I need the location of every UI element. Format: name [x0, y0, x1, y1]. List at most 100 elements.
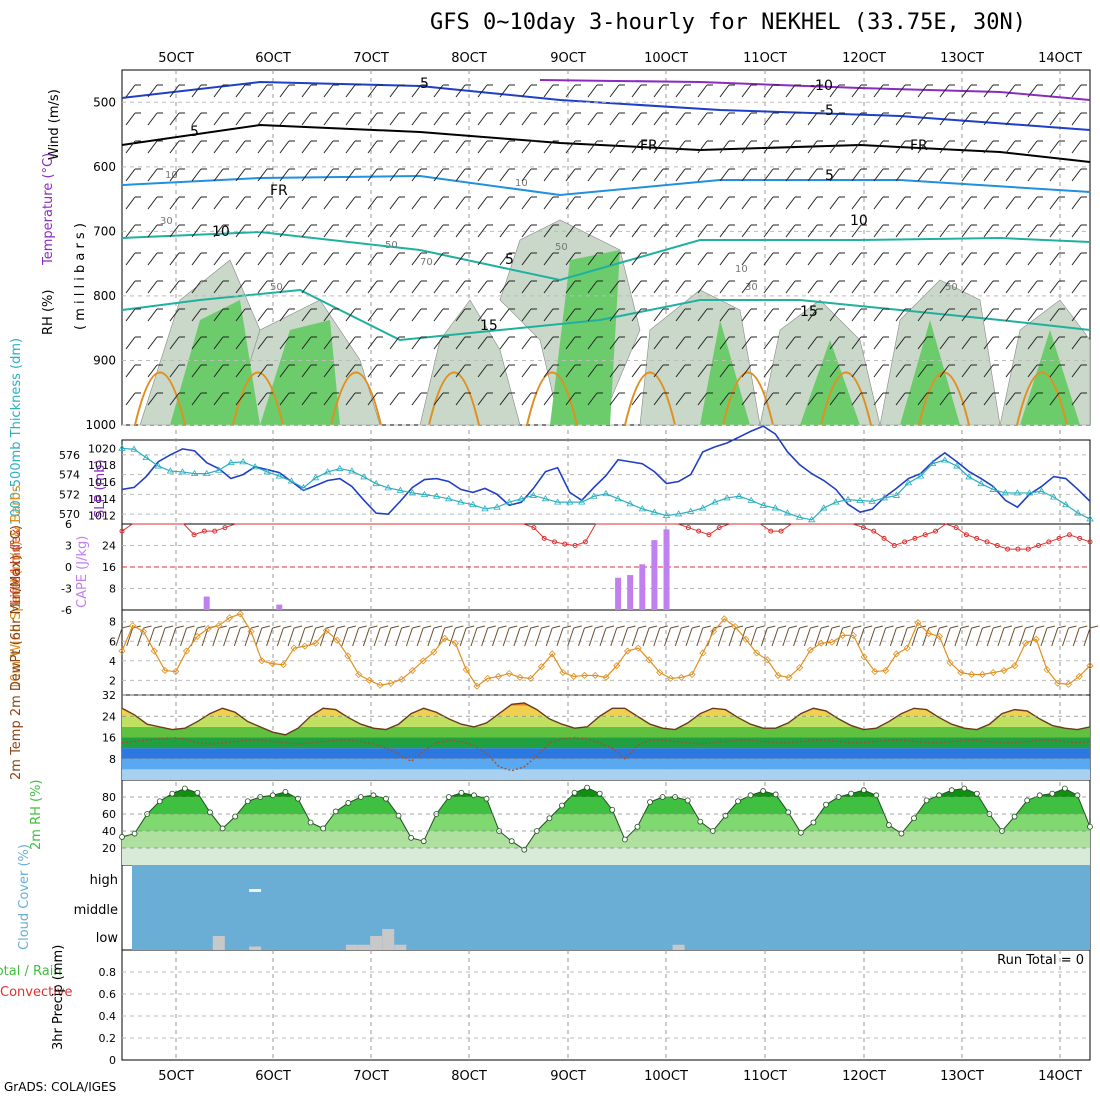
wind10m-marker: [290, 644, 298, 652]
barb-48: [213, 84, 229, 98]
rh2m-marker: [332, 808, 339, 815]
wind10m-barb: [266, 625, 281, 647]
barb-141: [367, 336, 383, 350]
slp-marker: [1001, 489, 1010, 496]
barb-232: [543, 196, 559, 210]
wind10m-marker: [312, 639, 320, 647]
barb-67: [235, 280, 251, 294]
temp-tick-3: 32: [102, 689, 116, 702]
barb-5: [125, 224, 141, 238]
slp-marker: [662, 511, 671, 518]
barb-8: [125, 308, 141, 322]
barb-69: [235, 336, 251, 350]
li-tick-0: 6: [65, 518, 72, 531]
x-tick-top-9: 14OCT: [1038, 51, 1082, 66]
barb-222: [521, 252, 537, 266]
barb-81: [257, 336, 273, 350]
wind10m-marker: [548, 650, 556, 658]
barb-402: [851, 252, 867, 266]
barb-20: [147, 308, 163, 322]
wind10m-barb: [674, 625, 690, 647]
wind10m-barb: [1083, 625, 1099, 647]
slp-marker: [553, 498, 562, 505]
barb-333: [719, 336, 735, 350]
rh2m-panel: 20 40 60 80 2m RH (%): [29, 779, 1093, 865]
barb-24: [169, 84, 185, 98]
barb-481: [1005, 112, 1021, 126]
barb-516: [1071, 84, 1087, 98]
barb-374: [807, 140, 823, 154]
barb-34: [169, 364, 185, 378]
barb-514: [1049, 364, 1065, 378]
barb-468: [983, 84, 999, 98]
wind10m-barb: [588, 625, 604, 647]
li-marker: [963, 532, 969, 538]
slp-marker: [578, 498, 586, 505]
slp-marker: [989, 485, 997, 492]
barb-259: [587, 280, 603, 294]
wind10m-marker: [247, 627, 255, 636]
barb-414: [873, 252, 889, 266]
wind10m-barb: [1072, 625, 1088, 647]
rh2m-marker: [1061, 785, 1068, 792]
barb-365: [785, 224, 801, 238]
isotherm-label-4: FR: [910, 138, 928, 154]
temp-band-7: [122, 702, 1090, 706]
barb-237: [543, 336, 559, 350]
barb-446: [939, 140, 955, 154]
rh2m-marker: [559, 802, 565, 809]
barb-98: [301, 140, 317, 154]
rh-label-8: 30: [745, 282, 758, 293]
barb-157: [411, 112, 427, 126]
temp-band-1: [122, 758, 1090, 770]
barb-343: [741, 280, 757, 294]
slp-marker: [202, 469, 211, 476]
p-tick-3: 800: [93, 289, 116, 303]
barb-96: [301, 84, 317, 98]
barb-295: [653, 280, 669, 294]
li-marker: [891, 543, 897, 548]
rh-label-0: 10: [165, 170, 178, 181]
barb-206: [499, 140, 515, 154]
thickness-line: [121, 425, 1091, 515]
barb-77: [257, 224, 273, 238]
p-tick-2: 700: [93, 224, 116, 238]
barb-298: [653, 364, 669, 378]
cloud-bg: [132, 865, 1090, 950]
wind10m-barb: [760, 625, 776, 647]
slp-marker: [807, 516, 816, 523]
barb-494: [1027, 140, 1043, 154]
slp-tick-3: 1018: [88, 459, 116, 472]
slp-marker: [941, 456, 949, 463]
li-marker: [552, 539, 558, 545]
barb-107: [301, 392, 317, 406]
barb-46: [191, 364, 207, 378]
barb-136: [367, 196, 383, 210]
barb-92: [279, 308, 295, 322]
ylabel-temperature: Temperature (°C): [41, 153, 56, 266]
x-tick-bottom-0: 5OCT: [158, 1069, 194, 1084]
wind10m-barb: [513, 625, 529, 647]
barb-525: [1071, 336, 1087, 350]
barb-500: [1027, 308, 1043, 322]
barb-246: [565, 252, 581, 266]
wind10m-barb: [567, 625, 582, 647]
barb-53: [213, 224, 229, 238]
warm-isotherm-7: [820, 371, 872, 426]
cloud-low-bar: [358, 944, 370, 950]
barb-100: [301, 196, 317, 210]
warm-isotherm-6: [722, 371, 774, 426]
barb-383: [807, 392, 823, 406]
barb-331: [719, 280, 735, 294]
barb-431: [895, 392, 911, 406]
p-tick-4: 900: [93, 353, 116, 367]
wind10m-marker: [430, 648, 438, 656]
barb-128: [345, 308, 361, 322]
barb-519: [1071, 168, 1087, 182]
barb-252: [587, 84, 603, 98]
wind10m-marker: [494, 672, 503, 681]
wind10m-barb: [395, 625, 410, 647]
barb-413: [873, 224, 889, 238]
barb-369: [785, 336, 801, 350]
slp-marker: [771, 504, 780, 511]
